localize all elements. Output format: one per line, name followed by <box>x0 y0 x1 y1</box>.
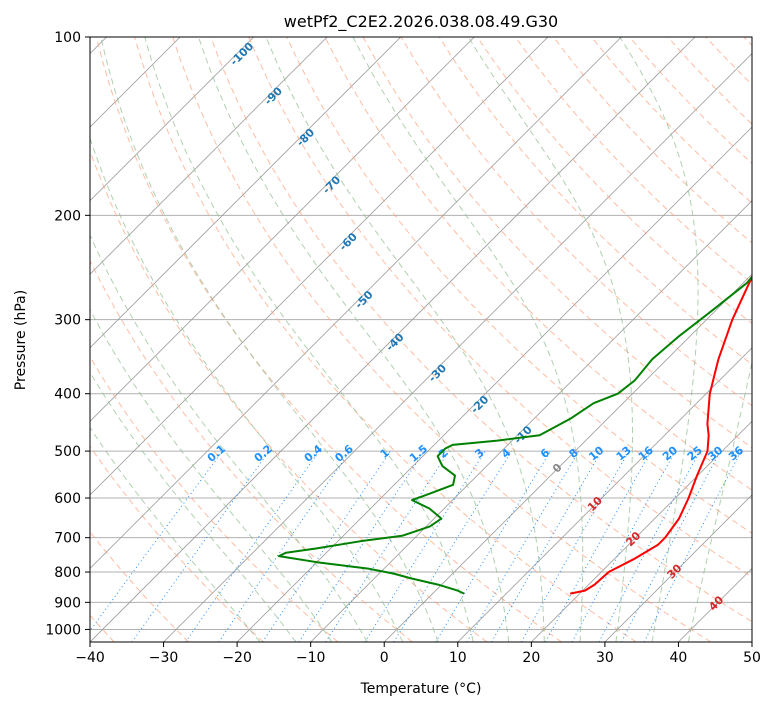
isotherm-line <box>531 420 752 642</box>
x-tick-label: 10 <box>449 650 467 666</box>
isotherm-line <box>90 37 328 275</box>
isotherm-line <box>90 37 549 496</box>
x-tick-label: 30 <box>596 650 614 666</box>
dry-adiabat-line <box>172 37 712 642</box>
y-tick-label: 100 <box>54 30 81 46</box>
dry-adiabat-line <box>90 259 413 642</box>
profile-series <box>277 275 752 595</box>
moist-adiabat-line <box>687 360 752 642</box>
dry-adiabat-line <box>286 37 752 534</box>
x-tick-label: 40 <box>670 650 688 666</box>
x-tick-label: −40 <box>75 650 105 666</box>
isotherm-line <box>604 494 752 642</box>
y-tick-label: 1000 <box>45 622 81 638</box>
y-tick-label: 700 <box>54 531 81 547</box>
axis-ticks: −40 −30 −20 −10 0 10 20 30 40 50 100 200 300 400 500 60… <box>45 30 761 666</box>
dry-adiabat-line <box>90 445 264 642</box>
dry-adiabat-line <box>248 37 752 578</box>
x-tick-label: 50 <box>743 650 761 666</box>
x-axis-label: Temperature (°C) <box>360 681 482 697</box>
isotherm-line <box>383 273 752 642</box>
isotherm-line <box>90 37 254 202</box>
y-tick-label: 800 <box>54 565 81 581</box>
moist-adiabat-line <box>90 233 368 642</box>
isotherm-line <box>90 37 475 422</box>
y-tick-label: 400 <box>54 387 81 403</box>
dry-adiabat-line <box>210 37 752 623</box>
dry-adiabat-line <box>324 37 752 491</box>
y-tick-label: 600 <box>54 491 81 507</box>
x-tick-label: −30 <box>149 650 179 666</box>
y-tick-label: 500 <box>54 444 81 460</box>
isotherm-line <box>90 37 402 349</box>
mixing-ratio-line <box>571 450 676 642</box>
mixing-ratio-line <box>185 450 320 642</box>
chart-title: wetPf2_C2E2.2026.038.08.49.G30 <box>284 12 558 32</box>
y-tick-label: 300 <box>54 313 81 329</box>
background-lines <box>90 37 752 642</box>
moist-adiabat-line <box>90 308 333 642</box>
moist-adiabat-line <box>198 37 510 642</box>
mixing-ratio-line <box>90 450 223 632</box>
dry-adiabat-line <box>90 355 339 642</box>
isotherm-line <box>90 37 622 570</box>
mixing-ratio-line <box>325 450 450 642</box>
moist-adiabat-line <box>90 426 261 642</box>
moist-adiabat-line <box>265 37 545 642</box>
x-tick-label: 20 <box>522 650 540 666</box>
mixing-ratio-line <box>218 450 351 642</box>
moist-adiabat-line <box>352 37 584 642</box>
isotherm-line <box>163 52 752 642</box>
isotherm-line <box>236 126 752 642</box>
x-tick-label: 0 <box>380 650 389 666</box>
moist-adiabat-line <box>144 37 474 642</box>
isotherm-line <box>457 347 752 642</box>
x-tick-label: −20 <box>222 650 252 666</box>
moist-adiabat-line <box>90 371 297 642</box>
y-tick-label: 200 <box>54 208 81 224</box>
dry-adiabat-line <box>95 37 562 642</box>
mixing-ratio-line <box>131 450 270 642</box>
mixing-ratio-line <box>262 450 391 642</box>
mixing-ratio-line <box>298 450 425 642</box>
isotherm-line <box>90 37 696 642</box>
temperature-line <box>570 275 752 595</box>
moist-adiabat-line <box>100 37 439 642</box>
y-axis-label: Pressure (hPa) <box>13 290 29 390</box>
moist-adiabat-line <box>90 136 404 642</box>
dewpoint-line <box>277 275 752 595</box>
y-tick-label: 900 <box>54 595 81 611</box>
dry-adiabat-line <box>134 37 637 642</box>
mixing-ratio-line <box>545 450 652 642</box>
x-tick-label: −10 <box>296 650 326 666</box>
moist-adiabat-line <box>619 37 699 642</box>
plot-frame <box>89 36 753 643</box>
